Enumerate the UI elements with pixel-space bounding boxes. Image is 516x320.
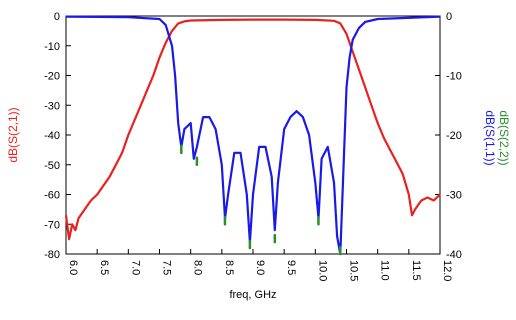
x-tick-label: 12.0 <box>441 260 453 281</box>
y-left-tick-label: 0 <box>54 11 60 23</box>
y-left-tick-label: -30 <box>44 100 60 112</box>
x-tick-label: 7.0 <box>129 260 141 275</box>
y-right-tick-label: -20 <box>446 130 462 142</box>
y-right-axis-label-s11: dB(S(1,1)) <box>483 110 497 165</box>
y-left-tick-label: -20 <box>44 71 60 83</box>
x-tick-label: 11.5 <box>410 260 422 281</box>
y-left-tick-label: -50 <box>44 160 60 172</box>
x-tick-label: 11.0 <box>379 260 391 281</box>
y-right-axis-label-s22: dB(S(2,2)) <box>497 110 511 165</box>
y-right-tick-label: -10 <box>446 71 462 83</box>
x-tick-label: 6.5 <box>98 260 110 275</box>
x-tick-label: 8.5 <box>223 260 235 275</box>
x-tick-label: 10.0 <box>316 260 328 281</box>
x-tick-label: 7.5 <box>161 260 173 275</box>
y-left-axis-label: dB(S(2,1)) <box>6 107 20 162</box>
y-right-tick-label: -40 <box>446 249 462 261</box>
x-tick-label: 10.5 <box>348 260 360 281</box>
y-left-tick-label: -70 <box>44 219 60 231</box>
y-left-tick-label: -60 <box>44 190 60 202</box>
y-left-tick-label: -10 <box>44 41 60 53</box>
x-tick-label: 8.0 <box>192 260 204 275</box>
x-tick-label: 6.0 <box>67 260 79 275</box>
x-axis-label: freq, GHz <box>229 289 276 301</box>
x-tick-label: 9.5 <box>285 260 297 275</box>
x-tick-label: 9.0 <box>254 260 266 275</box>
y-right-tick-label: 0 <box>446 11 452 23</box>
plot-frame <box>66 16 440 254</box>
y-right-tick-label: -30 <box>446 190 462 202</box>
y-left-tick-label: -40 <box>44 130 60 142</box>
y-left-tick-label: -80 <box>44 249 60 261</box>
